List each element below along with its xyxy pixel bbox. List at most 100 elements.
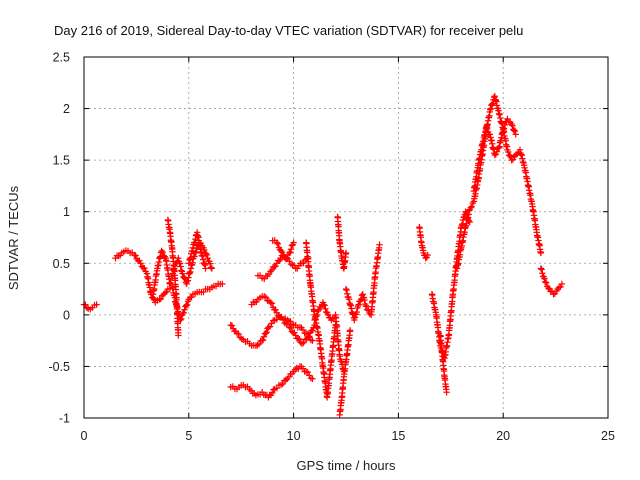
- data-point: [267, 268, 274, 275]
- data-point: [376, 241, 383, 248]
- data-point: [267, 299, 274, 306]
- data-point: [542, 279, 550, 286]
- data-point: [486, 131, 493, 138]
- data-point: [82, 301, 89, 308]
- data-point: [320, 301, 327, 308]
- data-point: [558, 280, 566, 288]
- x-tick-label: 5: [185, 429, 192, 443]
- y-axis-label: SDTVAR / TECUs: [6, 185, 21, 290]
- data-point: [509, 156, 517, 163]
- data-point: [500, 125, 508, 132]
- data-point: [188, 293, 195, 301]
- data-point: [483, 123, 490, 131]
- data-point: [262, 294, 270, 301]
- data-point: [158, 247, 165, 255]
- data-point: [545, 284, 552, 292]
- data-point: [537, 249, 545, 257]
- data-point: [321, 302, 328, 309]
- data-point: [537, 265, 545, 272]
- data-point: [259, 336, 267, 344]
- x-tick-label: 20: [496, 429, 510, 443]
- data-point: [228, 322, 236, 329]
- data-point: [296, 336, 303, 343]
- y-tick-label: 0.5: [53, 257, 70, 271]
- data-point: [260, 333, 268, 340]
- y-tick-label: 0: [63, 308, 70, 322]
- data-point: [468, 203, 475, 210]
- y-tick-label: -0.5: [48, 360, 70, 374]
- data-point: [203, 251, 211, 259]
- data-point: [342, 249, 350, 257]
- data-point: [268, 266, 276, 274]
- data-point: [204, 254, 211, 262]
- data-point: [272, 262, 279, 270]
- data-point: [287, 260, 295, 268]
- data-point: [291, 329, 298, 336]
- data-point: [309, 375, 316, 383]
- data-point: [93, 301, 100, 308]
- data-point: [163, 288, 170, 296]
- data-point: [313, 311, 321, 319]
- y-tick-labels: -1 -0.5 0 0.5 1 1.5 2 2.5: [48, 51, 70, 426]
- data-point: [83, 304, 90, 311]
- data-point: [254, 342, 261, 349]
- data-point: [183, 301, 191, 308]
- data-point: [487, 105, 494, 112]
- data-point: [206, 260, 214, 267]
- data-point: [161, 289, 169, 297]
- data-point: [484, 124, 491, 132]
- data-point: [555, 284, 563, 291]
- data-point: [491, 151, 499, 159]
- data-point: [443, 389, 450, 396]
- data-point: [287, 246, 295, 253]
- data-point: [181, 306, 188, 313]
- data-point: [541, 275, 548, 282]
- data-point: [276, 257, 283, 264]
- data-point: [235, 330, 242, 338]
- axis-ticks: [83, 56, 609, 419]
- data-point: [557, 283, 564, 291]
- data-point: [207, 264, 215, 271]
- data-point: [202, 250, 210, 257]
- data-point: [179, 270, 186, 277]
- y-tick-label: 1: [63, 205, 70, 219]
- data-point: [272, 306, 279, 313]
- y-tick-label: -1: [59, 412, 70, 426]
- data-point: [355, 301, 362, 308]
- data-point: [286, 324, 293, 331]
- data-point: [512, 151, 519, 159]
- data-point: [262, 330, 269, 337]
- data-point: [501, 121, 509, 129]
- data-point: [157, 295, 165, 303]
- data-point: [509, 122, 516, 129]
- data-point: [269, 389, 276, 397]
- data-point: [300, 339, 307, 346]
- data-point: [263, 328, 270, 336]
- data-point: [314, 307, 322, 315]
- chart-title: Day 216 of 2019, Sidereal Day-to-day VTE…: [54, 23, 523, 38]
- data-point: [183, 302, 190, 309]
- data-point: [286, 249, 293, 257]
- data-point: [238, 335, 245, 343]
- data-point: [175, 332, 182, 339]
- data-point: [277, 247, 285, 255]
- data-point: [208, 265, 216, 272]
- data-points: [80, 92, 566, 419]
- data-point: [274, 240, 282, 247]
- data-point: [500, 126, 507, 133]
- data-point: [510, 127, 518, 134]
- data-point: [467, 204, 474, 211]
- data-point: [309, 327, 316, 334]
- data-point: [282, 376, 289, 384]
- x-tick-labels: 0 5 10 15 20 25: [81, 429, 615, 443]
- x-tick-label: 0: [81, 429, 88, 443]
- x-tick-label: 25: [601, 429, 615, 443]
- data-point: [180, 309, 187, 317]
- data-point: [538, 266, 545, 273]
- data-point: [277, 256, 284, 263]
- data-point: [278, 249, 286, 256]
- data-point: [489, 100, 496, 107]
- data-point: [202, 265, 209, 272]
- x-tick-label: 15: [391, 429, 405, 443]
